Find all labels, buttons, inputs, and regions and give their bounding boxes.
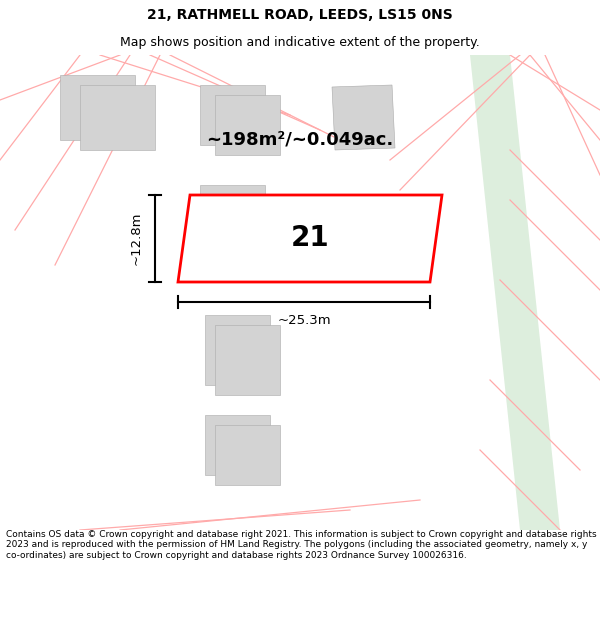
Text: Map shows position and indicative extent of the property.: Map shows position and indicative extent…	[120, 36, 480, 49]
Text: ~198m²/~0.049ac.: ~198m²/~0.049ac.	[206, 131, 394, 149]
Polygon shape	[215, 95, 280, 155]
Text: Contains OS data © Crown copyright and database right 2021. This information is : Contains OS data © Crown copyright and d…	[6, 530, 596, 560]
Text: 21, RATHMELL ROAD, LEEDS, LS15 0NS: 21, RATHMELL ROAD, LEEDS, LS15 0NS	[147, 8, 453, 22]
Polygon shape	[200, 85, 265, 145]
Polygon shape	[178, 195, 442, 282]
Text: ~12.8m: ~12.8m	[130, 212, 143, 265]
Polygon shape	[205, 415, 270, 475]
Text: 21: 21	[290, 224, 329, 253]
Polygon shape	[205, 315, 270, 385]
Polygon shape	[215, 425, 280, 485]
Polygon shape	[200, 185, 265, 255]
Text: ~25.3m: ~25.3m	[277, 314, 331, 327]
Polygon shape	[332, 85, 395, 150]
Polygon shape	[210, 195, 275, 265]
Polygon shape	[215, 325, 280, 395]
Polygon shape	[80, 85, 155, 150]
Polygon shape	[60, 75, 135, 140]
Polygon shape	[470, 55, 560, 530]
